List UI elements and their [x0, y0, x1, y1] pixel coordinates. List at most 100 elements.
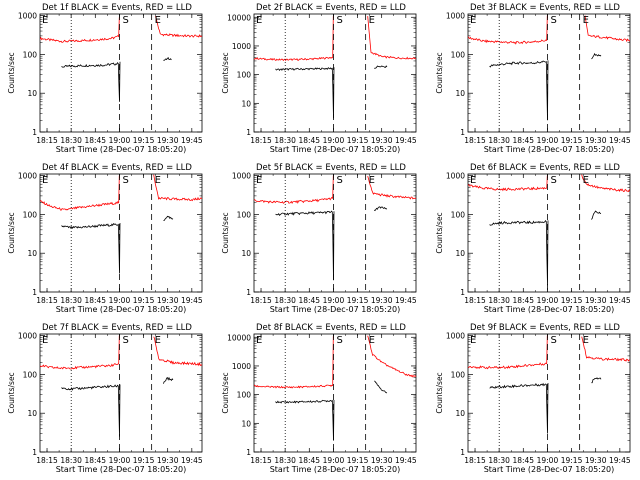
y-tick-label: 10	[455, 249, 465, 258]
x-tick-label: 18:15	[464, 296, 486, 305]
y-tick-label: 10	[455, 89, 465, 98]
chart-title: Det 9f BLACK = Events, RED = LLD	[470, 323, 620, 333]
x-tick-label: 18:45	[298, 136, 320, 145]
y-tick-label: 1000	[18, 12, 37, 21]
marker-label: E	[369, 15, 375, 26]
x-tick-label: 18:30	[60, 456, 82, 465]
x-tick-label: 18:15	[36, 456, 58, 465]
chart-title: Det 6f BLACK = Events, RED = LLD	[470, 163, 620, 173]
series-lld-line	[254, 16, 334, 62]
y-tick-label: 100	[451, 210, 466, 219]
x-tick-label: 18:15	[464, 456, 486, 465]
series-lld-line	[254, 175, 334, 204]
marker-label: S	[122, 335, 128, 346]
x-tick-label: 18:45	[512, 456, 534, 465]
marker-label: E	[155, 335, 161, 346]
x-tick-label: 19:30	[157, 296, 179, 305]
y-tick-label: 100	[237, 210, 252, 219]
y-tick-label: 1	[460, 128, 465, 137]
chart-panel-4: Det 4f BLACK = Events, RED = LLD 1 10 100 10…	[7, 163, 203, 314]
x-tick-label: 19:30	[585, 456, 607, 465]
y-tick-label: 10	[27, 249, 37, 258]
y-tick-label: 1000	[446, 332, 465, 341]
y-tick-label: 100	[23, 210, 38, 219]
x-tick-label: 18:30	[488, 136, 510, 145]
marker-label: E	[42, 335, 48, 346]
y-axis-label: Counts/sec	[435, 212, 444, 253]
chart-title: Det 3f BLACK = Events, RED = LLD	[470, 3, 620, 13]
marker-label: E	[256, 335, 262, 346]
series-lld-line	[153, 174, 202, 202]
chart-title: Det 5f BLACK = Events, RED = LLD	[256, 163, 406, 173]
x-tick-label: 19:15	[347, 136, 369, 145]
x-axis-label: Start Time (28-Dec-07 18:05:20)	[56, 465, 187, 474]
y-tick-label: 1000	[232, 362, 251, 371]
y-tick-label: 1	[246, 128, 251, 137]
marker-label: E	[256, 175, 262, 186]
series-layer	[468, 174, 630, 286]
series-events-line	[489, 220, 549, 286]
marker-label: E	[583, 335, 589, 346]
marker-label: E	[42, 175, 48, 186]
y-tick-label: 10	[27, 409, 37, 418]
y-axis-label: Counts/sec	[221, 212, 230, 253]
x-tick-label: 18:30	[60, 296, 82, 305]
y-tick-label: 1	[246, 448, 251, 457]
series-lld-line	[153, 336, 202, 367]
y-tick-label: 1	[460, 288, 465, 297]
y-tick-label: 1000	[232, 172, 251, 181]
y-tick-label: 1000	[18, 332, 37, 341]
series-events-line	[163, 376, 174, 384]
x-axis-label: Start Time (28-Dec-07 18:05:20)	[270, 305, 401, 314]
series-events-line	[163, 215, 174, 221]
y-tick-label: 100	[451, 50, 466, 59]
x-axis-label: Start Time (28-Dec-07 18:05:20)	[270, 465, 401, 474]
x-tick-label: 18:30	[274, 136, 296, 145]
series-lld-line	[367, 16, 416, 60]
marker-label: S	[550, 335, 556, 346]
x-tick-label: 19:45	[395, 456, 417, 465]
plot-frame	[467, 13, 631, 133]
x-tick-label: 19:00	[537, 296, 559, 305]
x-tick-label: 19:00	[537, 456, 559, 465]
x-tick-label: 18:15	[36, 296, 58, 305]
series-events-line	[591, 210, 602, 220]
x-tick-label: 19:45	[181, 136, 203, 145]
series-lld-line	[581, 174, 630, 193]
series-layer	[40, 16, 202, 102]
x-tick-label: 18:30	[274, 296, 296, 305]
marker-label: E	[369, 175, 375, 186]
series-lld-line	[468, 175, 548, 192]
x-tick-label: 19:30	[371, 296, 393, 305]
y-tick-label: 100	[237, 71, 252, 80]
x-tick-label: 18:45	[298, 456, 320, 465]
series-lld-line	[367, 175, 416, 200]
plot-frame	[253, 13, 417, 133]
chart-title: Det 2f BLACK = Events, RED = LLD	[256, 3, 406, 13]
marker-label: S	[336, 335, 342, 346]
marker-label: S	[336, 175, 342, 186]
y-tick-label: 10	[27, 89, 37, 98]
marker-label: S	[122, 15, 128, 26]
x-axis-label: Start Time (28-Dec-07 18:05:20)	[270, 145, 401, 154]
series-lld-line	[254, 336, 334, 389]
series-lld-line	[581, 336, 630, 362]
series-lld-line	[40, 17, 120, 43]
series-events-line	[591, 52, 602, 60]
series-layer	[254, 16, 416, 119]
x-tick-label: 19:30	[157, 456, 179, 465]
plot-frame	[253, 333, 417, 453]
y-tick-label: 100	[23, 50, 38, 59]
plot-frame	[467, 173, 631, 293]
x-tick-label: 19:30	[585, 296, 607, 305]
marker-label: E	[583, 15, 589, 26]
marker-label: S	[550, 15, 556, 26]
chart-panel-5: Det 5f BLACK = Events, RED = LLD 1 10 100 10…	[221, 163, 417, 314]
plot-frame	[39, 333, 203, 453]
x-tick-label: 19:15	[347, 296, 369, 305]
series-layer	[254, 175, 416, 281]
x-tick-label: 18:45	[84, 136, 106, 145]
x-axis-label: Start Time (28-Dec-07 18:05:20)	[56, 305, 187, 314]
y-tick-label: 1	[32, 288, 37, 297]
